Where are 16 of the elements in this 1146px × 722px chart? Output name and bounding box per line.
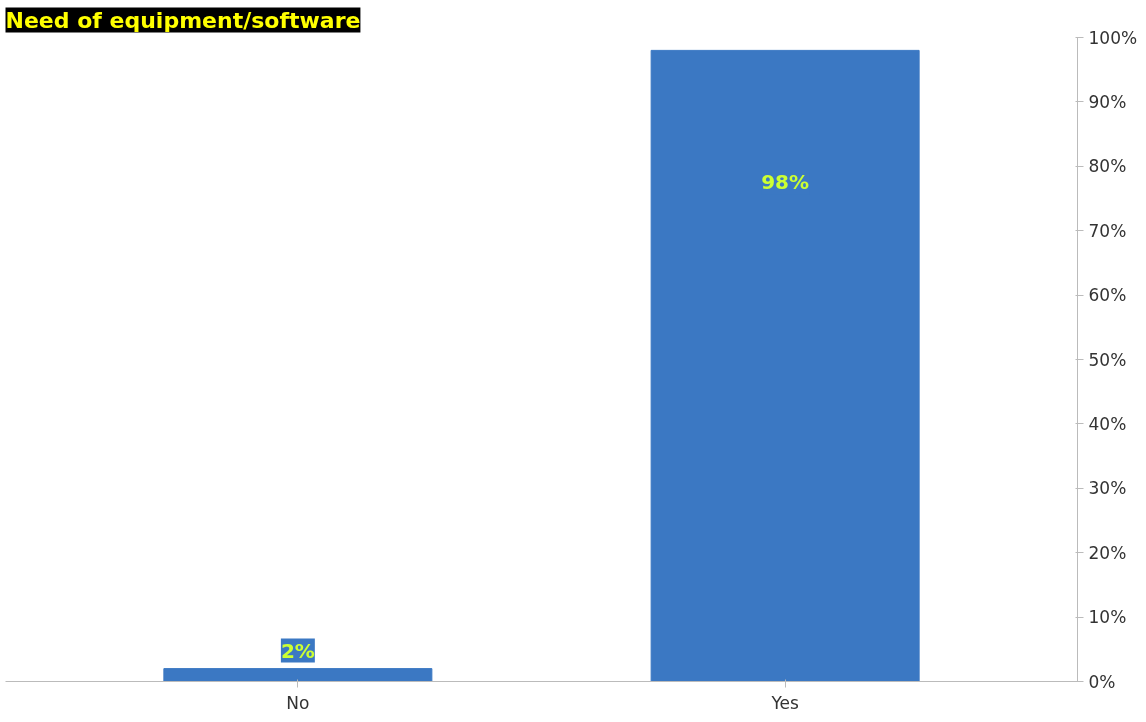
data-label: 2% bbox=[280, 638, 315, 663]
y-tick-label: 30% bbox=[1088, 478, 1127, 499]
y-tick-label: 90% bbox=[1088, 91, 1127, 112]
y-tick-label: 40% bbox=[1088, 413, 1127, 434]
y-tick-label: 70% bbox=[1088, 220, 1127, 241]
y-tick-label: 60% bbox=[1088, 285, 1127, 306]
y-tick-label: 100% bbox=[1088, 27, 1138, 48]
y-tick-label: 80% bbox=[1088, 156, 1127, 177]
y-tick-label: 10% bbox=[1088, 607, 1127, 628]
y-tick-label: 20% bbox=[1088, 542, 1127, 563]
y-tick-label: 0% bbox=[1088, 671, 1116, 692]
y-tick-label: 50% bbox=[1088, 349, 1127, 370]
x-tick-label: Yes bbox=[770, 692, 799, 713]
chart-title: Need of equipment/software bbox=[5, 7, 361, 33]
x-tick-label: No bbox=[286, 692, 310, 713]
data-label: 98% bbox=[761, 170, 810, 195]
